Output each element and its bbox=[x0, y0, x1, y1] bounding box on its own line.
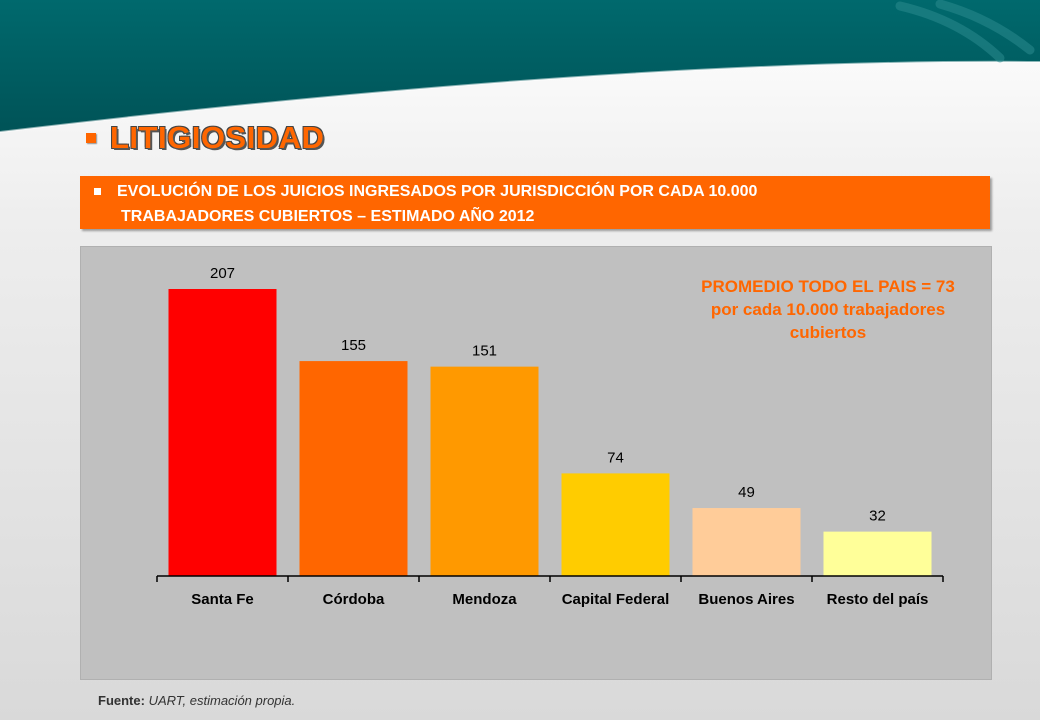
bar-3 bbox=[430, 366, 539, 576]
bar-6 bbox=[823, 531, 932, 576]
slide-title: LITIGIOSIDAD bbox=[86, 120, 324, 156]
bar-1 bbox=[168, 289, 277, 576]
category-label-6: Resto del país bbox=[827, 591, 929, 608]
average-note-line-2: por cada 10.000 trabajadores bbox=[710, 300, 946, 319]
bar-chart: 207 Santa Fe 155 Córdoba 151 Mendoza 74 Capital… bbox=[156, 265, 944, 608]
average-note-line-3: cubiertos bbox=[789, 323, 867, 342]
chart-panel: 207 Santa Fe 155 Córdoba 151 Mendoza 74 Capital… bbox=[80, 246, 992, 680]
header-band bbox=[0, 0, 1040, 133]
subtitle-line-1: EVOLUCIÓN DE LOS JUICIOS INGRESADOS POR … bbox=[117, 183, 758, 200]
subtitle-banner: EVOLUCIÓN DE LOS JUICIOS INGRESADOS POR … bbox=[80, 176, 990, 229]
category-label-5: Buenos Aires bbox=[698, 591, 794, 608]
data-label-5: 49 bbox=[738, 484, 755, 501]
source-label: Fuente: bbox=[98, 693, 145, 708]
data-label-3: 151 bbox=[472, 343, 497, 360]
subtitle-line-2: TRABAJADORES CUBIERTOS – ESTIMADO AÑO 20… bbox=[121, 208, 535, 225]
bar-5 bbox=[692, 508, 801, 576]
category-label-1: Santa Fe bbox=[191, 591, 254, 608]
bar-2 bbox=[299, 361, 408, 576]
category-label-4: Capital Federal bbox=[562, 591, 670, 608]
data-label-6: 32 bbox=[869, 508, 886, 525]
subtitle-bullet-icon bbox=[94, 188, 101, 195]
data-label-1: 207 bbox=[210, 265, 235, 282]
average-note-line-1: PROMEDIO TODO EL PAIS = 73 bbox=[701, 277, 955, 296]
category-label-2: Córdoba bbox=[323, 591, 385, 608]
average-note: PROMEDIO TODO EL PAIS = 73 por cada 10.0… bbox=[678, 275, 978, 344]
title-bullet-icon bbox=[86, 133, 96, 143]
data-label-4: 74 bbox=[607, 449, 624, 466]
bar-4 bbox=[561, 473, 670, 576]
source-note: Fuente: UART, estimación propia. bbox=[98, 693, 295, 708]
source-text: UART, estimación propia. bbox=[148, 693, 296, 708]
slide-title-text: LITIGIOSIDAD bbox=[110, 120, 325, 155]
logo-watermark-icon bbox=[895, 0, 1035, 63]
category-label-3: Mendoza bbox=[452, 591, 517, 608]
data-label-2: 155 bbox=[341, 337, 366, 354]
